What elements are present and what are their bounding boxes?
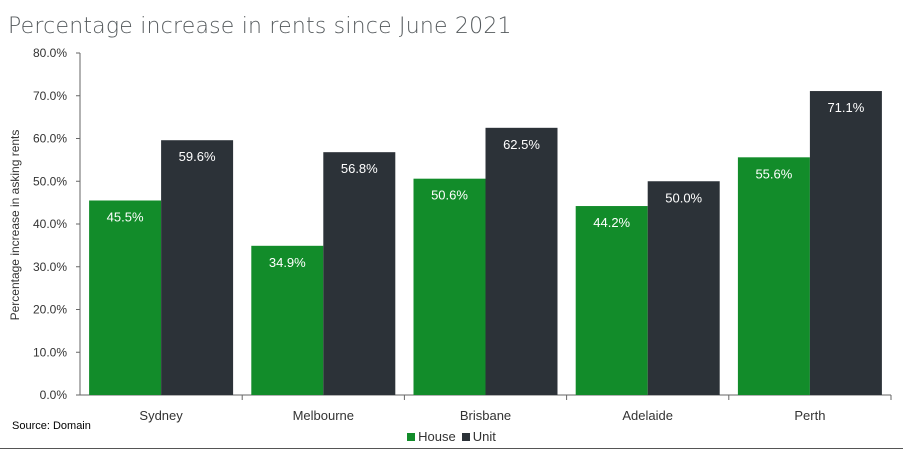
data-label: 71.1% (827, 100, 864, 115)
bar-house-brisbane (413, 178, 486, 395)
legend: House Unit (0, 429, 903, 444)
data-label: 45.5% (107, 209, 144, 224)
data-label: 50.0% (665, 190, 702, 205)
bar-house-melbourne (251, 245, 324, 395)
x-tick-label: Sydney (139, 408, 183, 423)
bar-unit-brisbane (485, 127, 558, 395)
x-tick-label: Adelaide (622, 408, 673, 423)
y-axis-label: Percentage increase in asking rents (8, 130, 22, 321)
legend-swatch-unit (461, 432, 470, 441)
legend-item-house: House (407, 429, 456, 444)
data-label: 55.6% (755, 166, 792, 181)
bar-unit-melbourne (323, 152, 396, 395)
bar-unit-sydney (161, 140, 234, 395)
y-tick-label: 80.0% (33, 46, 67, 60)
bar-house-sydney (89, 200, 162, 395)
data-label: 59.6% (179, 149, 216, 164)
y-tick-label: 40.0% (33, 217, 67, 231)
x-tick-label: Melbourne (293, 408, 354, 423)
y-tick-label: 0.0% (40, 388, 68, 402)
y-tick-label: 10.0% (33, 345, 67, 359)
x-tick-label: Brisbane (460, 408, 511, 423)
data-label: 50.6% (431, 188, 468, 203)
data-label: 34.9% (269, 255, 306, 270)
data-label: 56.8% (341, 161, 378, 176)
bar-house-adelaide (575, 206, 648, 395)
bar-house-perth (737, 157, 810, 395)
data-label: 44.2% (593, 215, 630, 230)
chart-title: Percentage increase in rents since June … (8, 14, 512, 39)
source-note: Source: Domain (12, 420, 91, 432)
bar-unit-perth (809, 91, 882, 396)
y-tick-label: 60.0% (33, 132, 67, 146)
bottom-border (0, 448, 903, 449)
legend-item-unit: Unit (461, 429, 496, 444)
legend-swatch-house (407, 432, 416, 441)
y-tick-label: 70.0% (33, 89, 67, 103)
bar-unit-adelaide (647, 181, 720, 395)
y-tick-label: 20.0% (33, 303, 67, 317)
data-label: 62.5% (503, 137, 540, 152)
y-tick-label: 30.0% (33, 260, 67, 274)
legend-label-house: House (418, 429, 456, 444)
x-tick-label: Perth (794, 408, 825, 423)
legend-label-unit: Unit (472, 429, 496, 444)
y-tick-label: 50.0% (33, 174, 67, 188)
